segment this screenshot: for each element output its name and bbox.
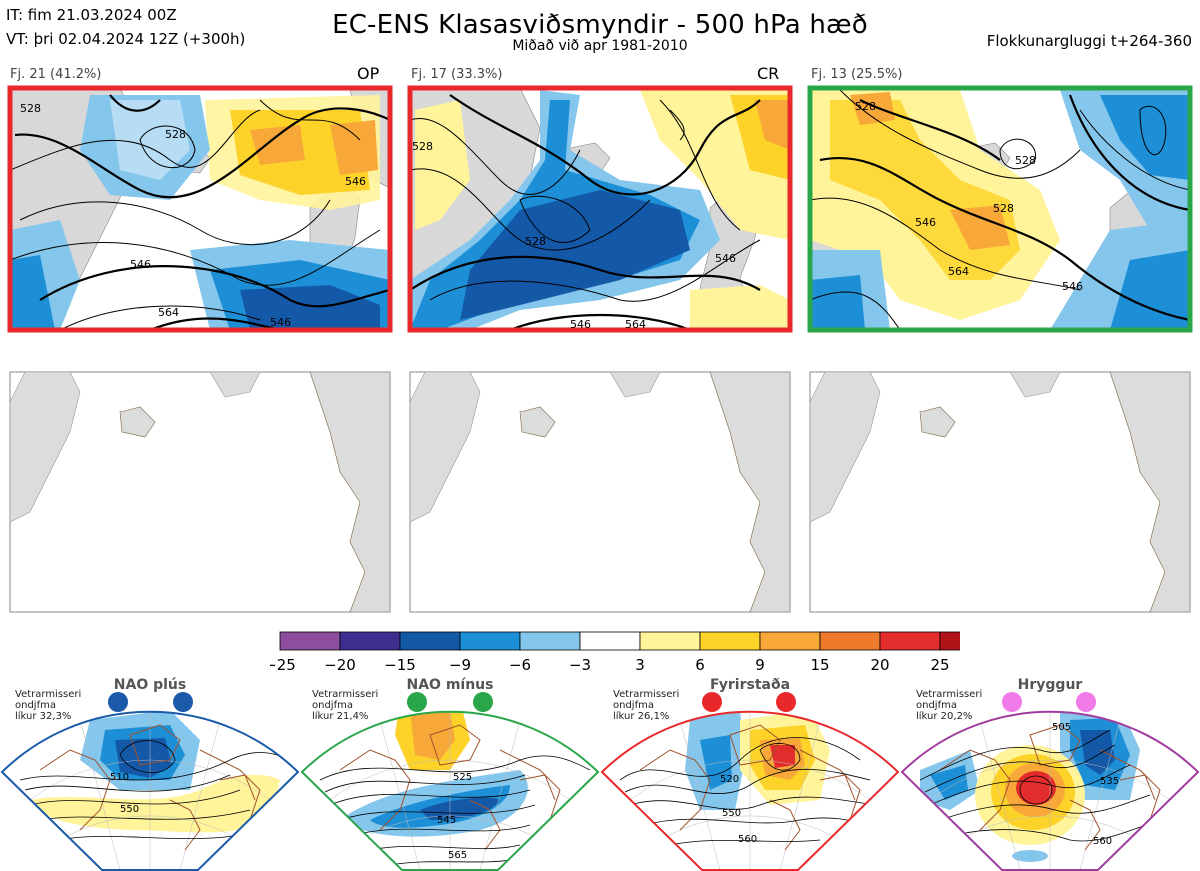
regime-3-contour-label: 520 — [720, 774, 739, 785]
regime-2-dot-right — [473, 692, 493, 712]
colorbar-tick-label: 20 — [870, 656, 889, 674]
regime-2-desc: Vetrarmisseri ondjfma líkur 21,4% — [312, 689, 379, 722]
regime-1-dot-right — [173, 692, 193, 712]
contour-label: 546 — [915, 216, 936, 229]
colorbar-cell — [279, 631, 341, 651]
regime-2-dot-left — [407, 692, 427, 712]
regime-3-dot-right — [776, 692, 796, 712]
regime-4-contour-label: 560 — [1093, 836, 1112, 847]
contour-label: 546 — [130, 258, 151, 271]
colorbar-cell — [339, 631, 401, 651]
cluster-2-label: Fj. 17 (33.3%) — [411, 67, 503, 82]
regime-3-contour-label: 550 — [722, 808, 741, 819]
colorbar-tick-label: −20 — [324, 656, 356, 674]
cluster-2-tag: CR — [757, 64, 780, 83]
regime-2-contour-label: 525 — [453, 772, 472, 783]
contour-label: 528 — [525, 235, 546, 248]
page-title: EC-ENS Klasasviðsmyndir - 500 hPa hæð — [332, 10, 868, 40]
regime-2-contour-label: 545 — [437, 815, 456, 826]
regime-1-title: NAO plús — [113, 677, 187, 693]
regime-1-contour-label: 550 — [120, 804, 139, 815]
regime-2-title: NAO mínus — [406, 677, 494, 693]
window-label: Flokkunargluggi t+264-360 — [986, 32, 1192, 50]
contour-label: 528 — [993, 202, 1014, 215]
cluster-1-map — [10, 88, 390, 330]
contour-label: 546 — [715, 252, 736, 265]
regime-1-desc: Vetrarmisseri ondjfma líkur 32,3% — [15, 689, 82, 722]
lower-map-1 — [9, 371, 391, 613]
colorbar-tick-label: 25 — [930, 656, 949, 674]
contour-label: 528 — [165, 128, 186, 141]
colorbar-tick-label: −3 — [569, 656, 591, 674]
regime-1-dot-left — [108, 692, 128, 712]
contour-label: 528 — [1015, 154, 1036, 167]
contour-label: 564 — [158, 306, 179, 319]
contour-label: 564 — [625, 318, 646, 331]
colorbar-cell — [579, 631, 641, 651]
page-subtitle: Miðað við apr 1981-2010 — [512, 38, 688, 54]
colorbar-tick-label: 9 — [755, 656, 765, 674]
regime-4-dot-left — [1002, 692, 1022, 712]
regime-4-title: Hryggur — [1017, 677, 1083, 693]
colorbar-tick-label: −15 — [384, 656, 416, 674]
regime-panels: 510 550 525 545 565 520 550 560 505 535 … — [0, 692, 1200, 871]
colorbar-cell — [459, 631, 521, 651]
contour-label: 564 — [948, 265, 969, 278]
cluster-1-tag: OP — [357, 64, 380, 83]
cluster-1-label: Fj. 21 (41.2%) — [10, 67, 102, 82]
contour-label: 546 — [570, 318, 591, 331]
regime-4-desc: Vetrarmisseri ondjfma líkur 20,2% — [916, 689, 983, 722]
contour-label: 528 — [20, 102, 41, 115]
regime-4-dot-right — [1076, 692, 1096, 712]
colorbar-cell — [939, 631, 960, 651]
cluster-3-map — [810, 88, 1190, 330]
colorbar-tick-label: 15 — [810, 656, 829, 674]
cluster-3-border — [807, 85, 1193, 333]
colorbar-tick-label: −25 — [270, 656, 296, 674]
regime-4-contour-label: 505 — [1052, 722, 1071, 733]
contour-label: 546 — [345, 175, 366, 188]
lower-map-3 — [809, 371, 1191, 613]
cluster-panels: 528 546 546 564 546 528 528 546 546 564 … — [7, 85, 1193, 613]
colorbar-cell — [879, 631, 941, 651]
regime-3-title: Fyrirstaða — [709, 677, 791, 693]
regime-2-contour-label: 565 — [448, 850, 467, 861]
regime-3-contour-label: 560 — [738, 834, 757, 845]
colorbar-cell — [699, 631, 761, 651]
colorbar-tick-label: 3 — [635, 656, 645, 674]
it-line: IT: fim 21.03.2024 00Z — [6, 6, 177, 24]
colorbar-tick-label: −6 — [509, 656, 531, 674]
contour-label: 546 — [270, 316, 291, 329]
regime-4-contour-label: 535 — [1100, 776, 1119, 787]
cluster-2-map — [410, 88, 790, 330]
colorbar-cell — [519, 631, 581, 651]
vt-line: VT: þri 02.04.2024 12Z (+300h) — [6, 30, 246, 48]
regime-3-desc: Vetrarmisseri ondjfma líkur 26,1% — [613, 689, 680, 722]
colorbar-cell — [759, 631, 821, 651]
cluster-1-border — [7, 85, 393, 333]
colorbar-tick-label: −9 — [449, 656, 471, 674]
colorbar-cell — [819, 631, 881, 651]
contour-label: 528 — [855, 100, 876, 113]
lower-map-2 — [409, 371, 791, 613]
regime-3-dot-left — [702, 692, 722, 712]
contour-label: 546 — [1062, 280, 1083, 293]
colorbar-cell — [639, 631, 701, 651]
cluster-2-border — [407, 85, 793, 333]
cluster-3-label: Fj. 13 (25.5%) — [811, 67, 903, 82]
contour-label: 528 — [412, 140, 433, 153]
regime-1-contour-label: 510 — [110, 772, 129, 783]
colorbar-cell — [399, 631, 461, 651]
colorbar-tick-label: 6 — [695, 656, 705, 674]
colorbar: −25 −20 −15 −9 −6 −3 3 6 9 15 20 25 — [270, 631, 960, 674]
